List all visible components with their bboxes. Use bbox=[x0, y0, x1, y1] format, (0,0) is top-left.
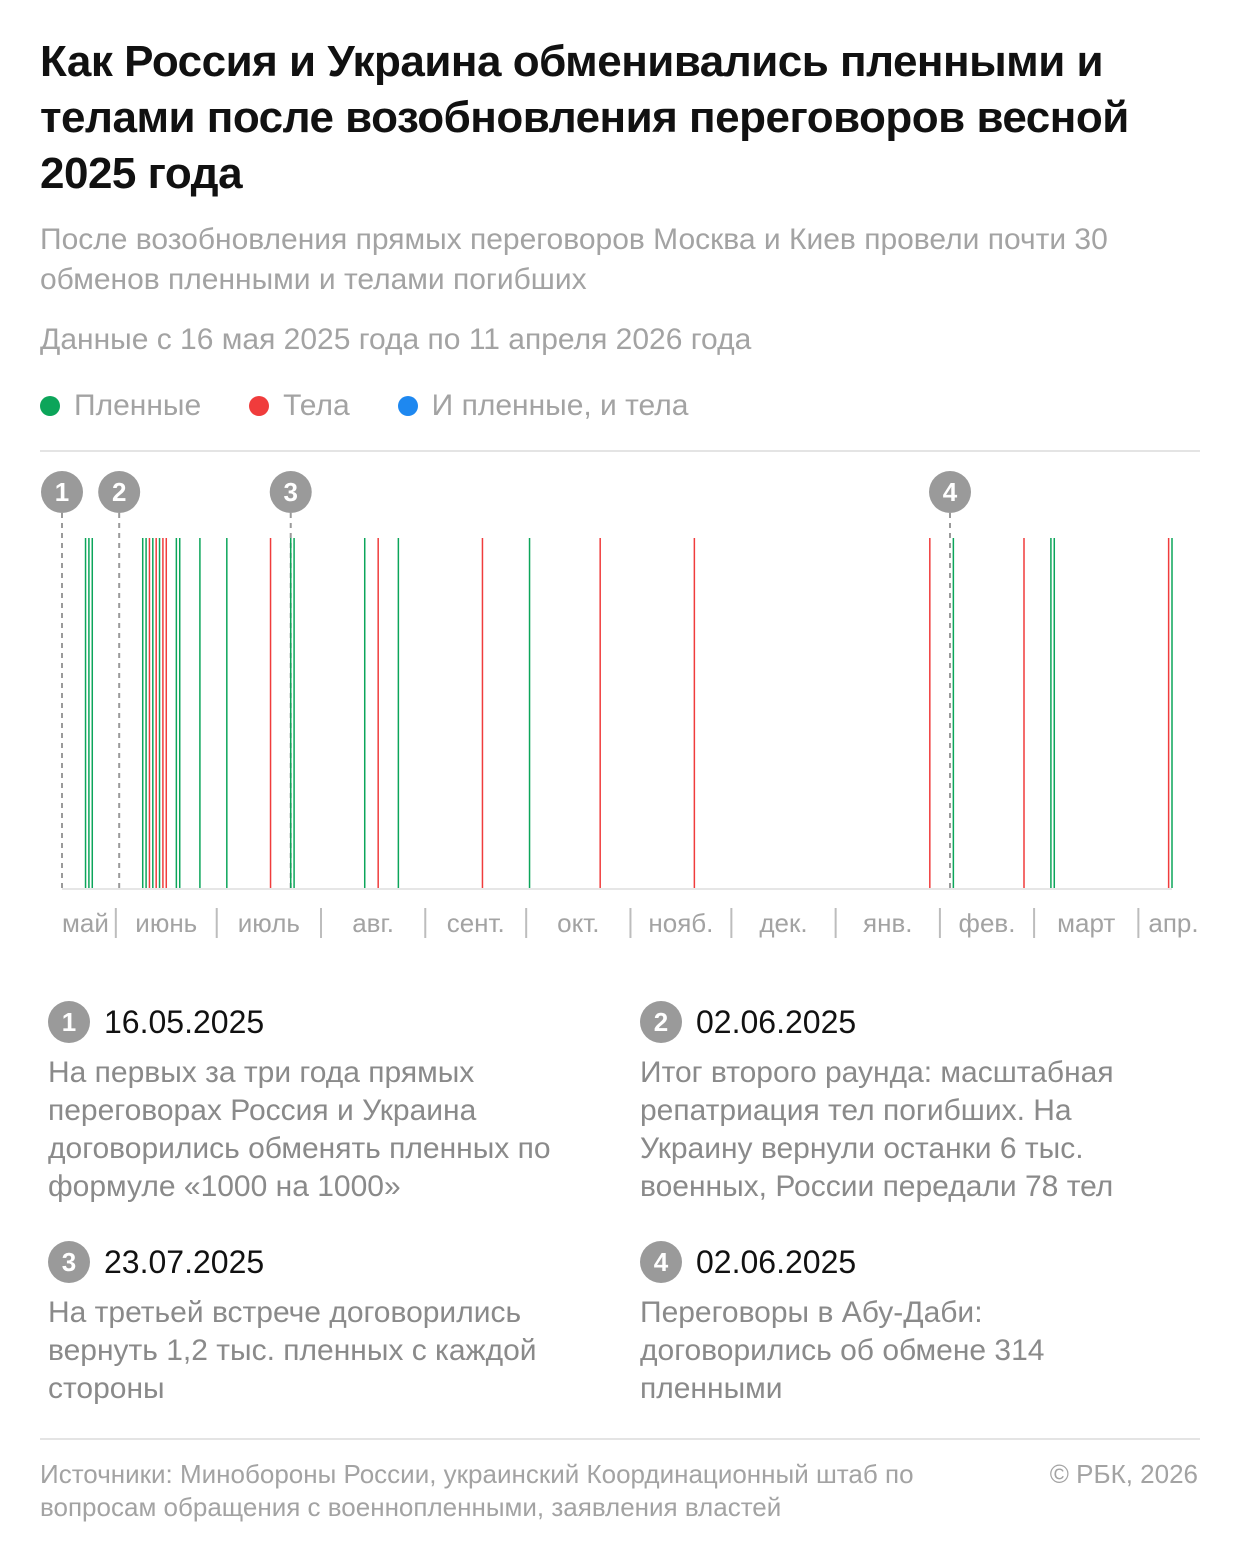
note-text-4: Переговоры в Абу-Даби: договорились об о… bbox=[640, 1296, 1045, 1405]
top-divider bbox=[40, 450, 1200, 452]
copyright: © РБК, 2026 bbox=[1049, 1459, 1198, 1489]
event-badge-label-4: 4 bbox=[943, 477, 958, 507]
month-label-7: дек. bbox=[759, 908, 807, 938]
month-label-9: фев. bbox=[959, 908, 1016, 938]
legend-item-both: И пленные, и тела bbox=[397, 386, 689, 426]
month-label-5: окт. bbox=[557, 908, 599, 938]
note-1: 1 16.05.2025 На первых за три года прямы… bbox=[48, 1000, 588, 1206]
note-text-1: На первых за три года прямых переговорах… bbox=[48, 1056, 551, 1203]
month-label-1: июнь bbox=[135, 908, 197, 938]
timeline-chart: 1 2 3 4 май июнь июль авг. сент. окт. нояб. дек. янв… bbox=[41, 471, 1199, 938]
event-badge-label-2: 2 bbox=[112, 477, 126, 507]
legend-item-prisoners: Пленные bbox=[40, 386, 201, 426]
note-3: 3 23.07.2025 На третьей встрече договори… bbox=[48, 1240, 588, 1408]
note-badge-2: 2 bbox=[640, 1001, 682, 1043]
event-badge-1 bbox=[41, 471, 83, 513]
note-text-3: На третьей встрече договорились вернуть … bbox=[48, 1296, 537, 1405]
legend-label-both: И пленные, и тела bbox=[431, 389, 689, 422]
note-date-2: 02.06.2025 bbox=[696, 1003, 857, 1040]
month-label-8: янв. bbox=[863, 908, 912, 938]
month-label-11: апр. bbox=[1148, 908, 1198, 938]
month-label-2: июль bbox=[238, 908, 300, 938]
data-period: Данные с 16 мая 2025 года по 11 апреля 2… bbox=[40, 323, 752, 356]
event-badge-2 bbox=[98, 471, 141, 513]
note-badge-1: 1 bbox=[48, 1001, 90, 1043]
event-badge-label-3: 3 bbox=[283, 477, 297, 507]
note-badge-3: 3 bbox=[48, 1241, 90, 1283]
month-label-10: март bbox=[1057, 908, 1115, 938]
bottom-divider bbox=[40, 1438, 1200, 1440]
note-4: 4 02.06.2025 Переговоры в Абу-Даби: дого… bbox=[640, 1240, 1180, 1408]
note-badge-4: 4 bbox=[640, 1241, 682, 1283]
legend-dot-prisoners bbox=[40, 396, 60, 416]
month-label-6: нояб. bbox=[648, 908, 713, 938]
legend-dot-bodies bbox=[249, 396, 270, 416]
note-text-2: Итог второго раунда: масштабная репатриа… bbox=[640, 1056, 1114, 1203]
note-date-4: 02.06.2025 bbox=[696, 1243, 857, 1280]
chart-title: Как Россия и Украина обменивались пленны… bbox=[40, 37, 1129, 198]
event-badge-label-1: 1 bbox=[55, 477, 69, 507]
note-date-3: 23.07.2025 bbox=[104, 1243, 265, 1280]
legend-label-bodies: Тела bbox=[283, 389, 350, 422]
legend-label-prisoners: Пленные bbox=[74, 389, 202, 422]
event-badge-4 bbox=[929, 471, 971, 513]
note-2: 2 02.06.2025 Итог второго раунда: масшта… bbox=[640, 1000, 1180, 1206]
month-label-3: авг. bbox=[352, 908, 394, 938]
legend: Пленные Тела И пленные, и тела bbox=[40, 386, 736, 426]
event-badge-3 bbox=[269, 471, 312, 513]
source-note: Источники: Минобороны России, украинский… bbox=[40, 1459, 914, 1522]
chart-subtitle: После возобновления прямых переговоров М… bbox=[40, 223, 1108, 296]
legend-dot-both bbox=[397, 396, 418, 416]
note-date-1: 16.05.2025 bbox=[104, 1003, 265, 1040]
month-label-0: май bbox=[62, 908, 109, 938]
month-label-4: сент. bbox=[447, 908, 505, 938]
legend-item-bodies: Тела bbox=[249, 386, 350, 426]
